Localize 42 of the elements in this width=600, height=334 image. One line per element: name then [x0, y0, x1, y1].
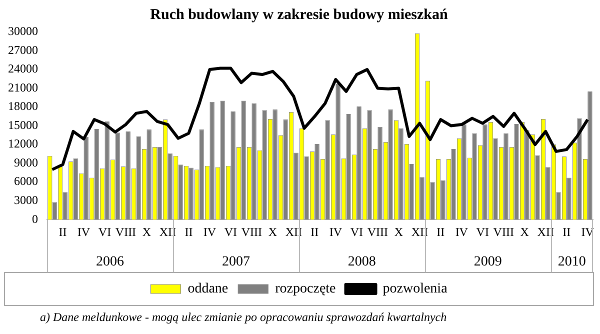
x-tick-label: X [394, 224, 404, 239]
x-tick-label: VIII [115, 224, 136, 239]
x-tick-label: X [142, 224, 152, 239]
x-tick-label: VI [224, 224, 238, 239]
legend-label: oddane [188, 282, 228, 297]
x-tick-label: II [436, 224, 445, 239]
x-tick-label: VIII [493, 224, 514, 239]
y-tick-label: 27000 [8, 42, 38, 57]
y-tick-label: 24000 [8, 62, 38, 76]
x-tick-label: IV [455, 224, 468, 239]
x-tick-label: IV [329, 224, 342, 239]
x-tick-label: VI [476, 224, 489, 239]
text: 2010 [558, 254, 586, 270]
text: 2008 [348, 254, 376, 270]
text: 2007 [222, 254, 250, 270]
x-tick-label: II [310, 224, 319, 239]
x-tick-label: II [562, 224, 571, 239]
y-tick-label: 6000 [14, 174, 38, 188]
y-tick-label: 9000 [14, 155, 38, 170]
x-tick-label: II [58, 224, 67, 239]
y-tick-label: 15000 [8, 118, 38, 132]
x-tick-label: IV [203, 224, 216, 239]
x-tick-label: IV [77, 224, 90, 239]
text: 2006 [96, 254, 124, 270]
legend-label: rozpoczęte [275, 282, 336, 297]
text: 2009 [474, 254, 502, 270]
y-tick-label: 12000 [8, 136, 38, 151]
text: a) Dane meldunkowe - mogą ulec zmianie po opracowaniu sprawozdań kwartalnych [40, 310, 447, 325]
y-tick-label: 30000 [8, 24, 38, 38]
x-tick-label: X [520, 224, 530, 239]
x-tick-label: II [184, 224, 193, 239]
x-tick-label: VI [98, 224, 112, 239]
x-tick-label: VIII [367, 224, 388, 239]
y-tick-label: 18000 [8, 99, 38, 114]
x-tick-label: VIII [241, 224, 262, 239]
chart-title: Ruch budowlany w zakresie budowy mieszkań [150, 6, 448, 23]
y-tick-label: 21000 [8, 80, 38, 94]
y-tick-label: 3000 [14, 192, 38, 207]
x-tick-label: X [268, 224, 278, 239]
legend-label: pozwolenia [382, 282, 448, 297]
x-tick-label: VI [350, 224, 364, 239]
y-tick-label: 0 [32, 212, 38, 226]
